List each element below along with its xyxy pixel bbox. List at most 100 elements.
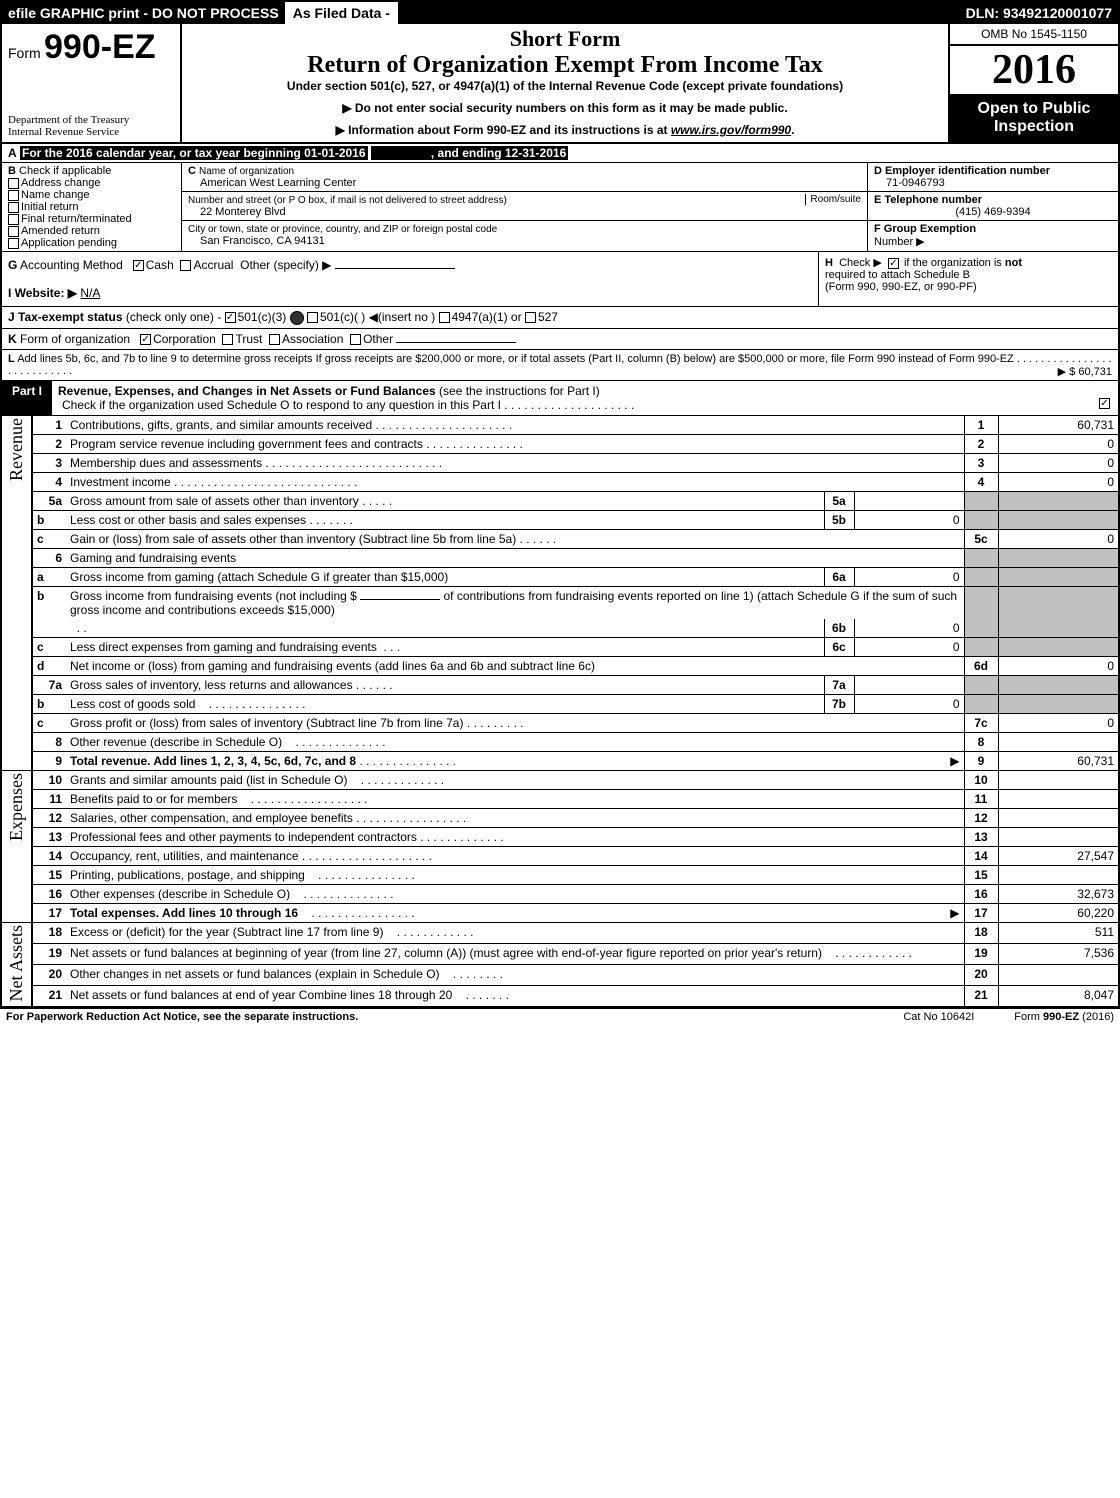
chk-name-change[interactable] [8,190,19,201]
chk-trust[interactable] [222,334,233,345]
header-left: Form 990-EZ Department of the Treasury I… [2,24,182,142]
chk-527[interactable] [525,312,536,323]
ln-4-no: 4 [32,472,66,491]
ln-19-no: 19 [32,943,66,964]
header-center: Short Form Return of Organization Exempt… [182,24,948,142]
other-specify-field[interactable] [335,268,455,269]
chk-association[interactable] [269,334,280,345]
chk-other-org[interactable] [350,334,361,345]
row-j: J Tax-exempt status (check only one) - ✓… [2,307,1118,329]
ln-6b2-no [32,619,66,638]
lbl-application-pending: Application pending [21,237,117,249]
line-17: 17 Total expenses. Add lines 10 through … [2,903,1118,922]
info-link-line: ▶ Information about Form 990-EZ and its … [190,123,940,137]
ln-20-val [998,965,1118,986]
city-value: San Francisco, CA 94131 [188,235,861,247]
chk-schedule-o-used[interactable]: ✓ [1099,398,1110,409]
line-6b-2: . . 6b 0 [2,619,1118,638]
ln-5a-mb: 5a [824,491,854,510]
chk-4947[interactable] [439,312,450,323]
footer-mid: Cat No 10642I [863,1011,1014,1023]
dln-number: DLN: 93492120001077 [960,2,1118,24]
ln-5b-vc-shaded [998,510,1118,529]
column-c: C Name of organization American West Lea… [182,163,868,251]
ln-3-val: 0 [998,453,1118,472]
line-5a: 5a Gross amount from sale of assets othe… [2,491,1118,510]
line-7c: c Gross profit or (loss) from sales of i… [2,713,1118,732]
address-box: Number and street (or P O box, if mail i… [182,192,867,221]
ln-6a-no: a [32,567,66,586]
ln-19-desc: Net assets or fund balances at beginning… [66,943,964,964]
lookup-icon[interactable] [290,311,304,325]
other-org-field[interactable] [396,342,516,343]
topbar-spacer [398,2,960,24]
chk-accrual[interactable] [180,260,191,271]
irs-link[interactable]: www.irs.gov/form990 [671,123,791,137]
part-i-title: Revenue, Expenses, and Changes in Net As… [58,384,436,398]
form-header: Form 990-EZ Department of the Treasury I… [2,24,1118,144]
ln-7b-mv: 0 [854,694,964,713]
line-6c: c Less direct expenses from gaming and f… [2,637,1118,656]
ln-6c-no: c [32,637,66,656]
part-i-header: Part I Revenue, Expenses, and Changes in… [2,381,1118,416]
ln-14-no: 14 [32,846,66,865]
group-exemption-number: Number ▶ [874,235,1112,248]
ln-13-no: 13 [32,827,66,846]
ln-17-arrow: ▶ [950,906,959,920]
line-2: 2 Program service revenue including gove… [2,434,1118,453]
ln-5a-desc: Gross amount from sale of assets other t… [66,491,824,510]
ln-11-val [998,789,1118,808]
ln-9-desc: Total revenue. Add lines 1, 2, 3, 4, 5c,… [66,751,964,770]
ln-7b-no: b [32,694,66,713]
ln-21-no: 21 [32,986,66,1007]
chk-initial-return[interactable] [8,202,19,213]
ln-5c-desc: Gain or (loss) from sale of assets other… [66,529,964,548]
chk-501c[interactable] [307,312,318,323]
line-8: 8 Other revenue (describe in Schedule O)… [2,732,1118,751]
ln-16-nc: 16 [964,884,998,903]
ln-7b-nc-shaded [964,694,998,713]
open-to-public: Open to Public Inspection [950,94,1118,142]
ln-5a-mv [854,491,964,510]
line-3: 3 Membership dues and assessments . . . … [2,453,1118,472]
chk-schedule-b-not-required[interactable]: ✓ [888,258,899,269]
label-a: A [8,146,17,160]
chk-cash[interactable]: ✓ [133,260,144,271]
line-16: 16 Other expenses (describe in Schedule … [2,884,1118,903]
accounting-method: Accounting Method [20,258,123,272]
ln-5b-mb: 5b [824,510,854,529]
chk-final-return[interactable] [8,214,19,225]
chk-amended-return[interactable] [8,226,19,237]
ln-21-val: 8,047 [998,986,1118,1007]
addr-value: 22 Monterey Blvd [188,206,861,218]
ln-7c-nc: 7c [964,713,998,732]
ln-6-no: 6 [32,548,66,567]
ln-12-desc: Salaries, other compensation, and employ… [66,808,964,827]
ln-6b-amount-field[interactable] [360,599,440,600]
row-h: H Check ▶ ✓ if the organization is not r… [818,252,1118,306]
chk-corporation[interactable]: ✓ [140,334,151,345]
ln-5a-vc-shaded [998,491,1118,510]
label-k: K [8,332,17,346]
ln-6b-desc-1: Gross income from fundraising events (no… [66,586,964,619]
line-11: 11 Benefits paid to or for members . . .… [2,789,1118,808]
label-j: J Tax-exempt status [8,310,123,324]
ln-6a-vc-shaded [998,567,1118,586]
chk-501c3[interactable]: ✓ [225,312,236,323]
ln-5c-nc: 5c [964,529,998,548]
ln-6c-vc-shaded [998,637,1118,656]
lbl-other-specify: Other (specify) ▶ [240,258,331,272]
line-13: 13 Professional fees and other payments … [2,827,1118,846]
ln-9-nc: 9 [964,751,998,770]
lbl-address-change: Address change [21,177,101,189]
chk-application-pending[interactable] [8,238,19,249]
ln-8-nc: 8 [964,732,998,751]
ln-6b2-nc-shaded [964,619,998,638]
ln-6c-nc-shaded [964,637,998,656]
room-label: Room/suite [805,194,861,205]
ln-18-nc: 18 [964,922,998,943]
lbl-association: Association [282,332,343,346]
topbar: efile GRAPHIC print - DO NOT PROCESS As … [2,2,1118,24]
chk-address-change[interactable] [8,178,19,189]
ln-6b2-desc: . . [66,619,824,638]
